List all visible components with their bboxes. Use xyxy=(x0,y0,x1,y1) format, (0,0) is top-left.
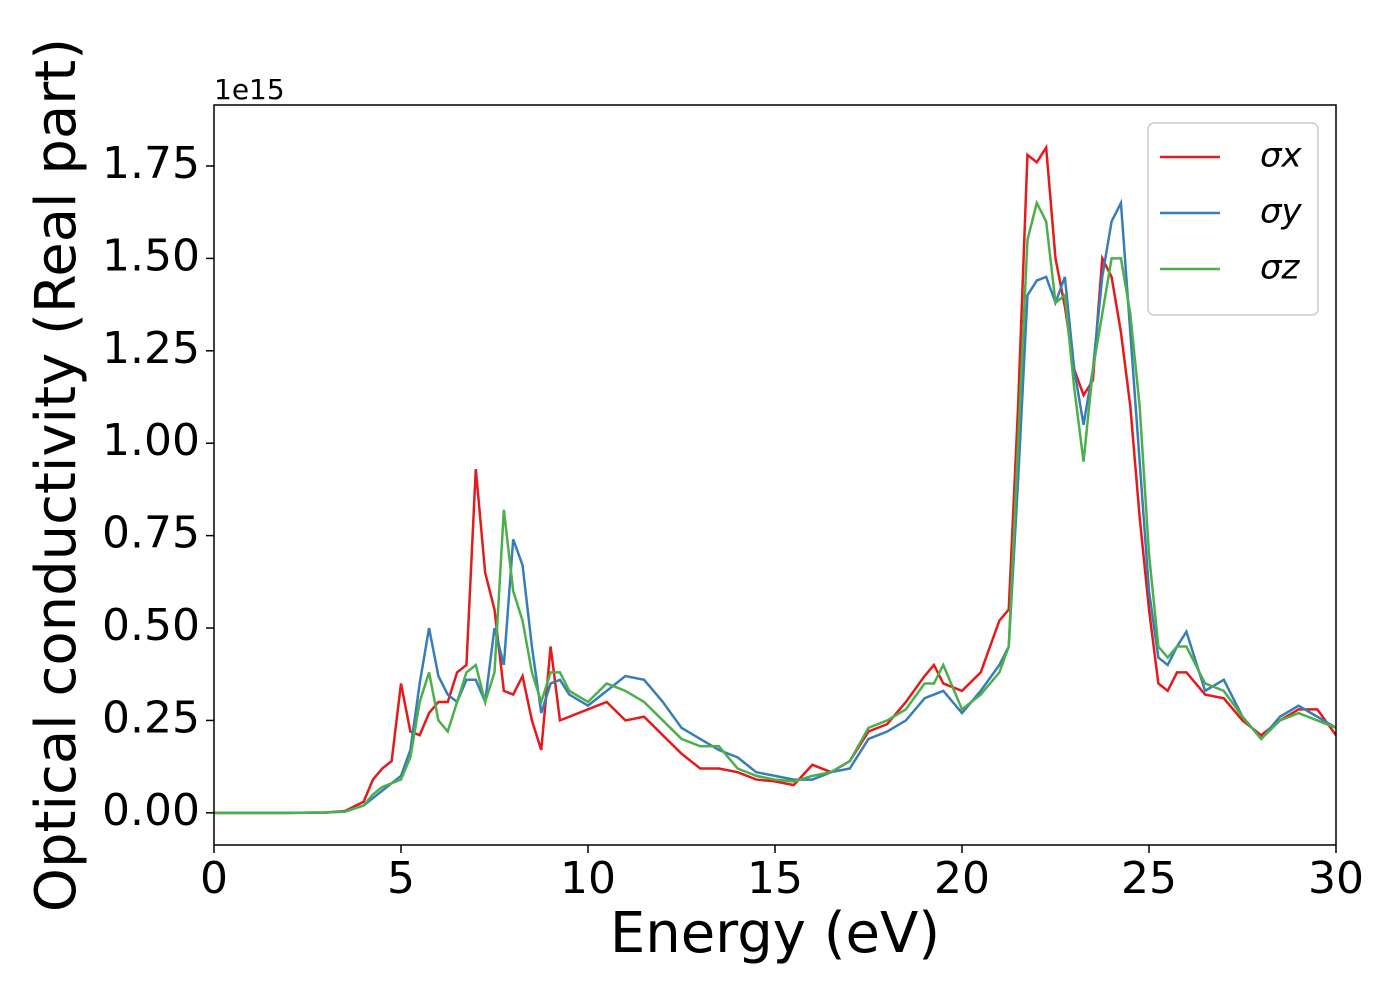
y-tick-label: 0.50 xyxy=(102,600,200,651)
legend-label: σz xyxy=(1260,248,1301,288)
y-tick-label: 1.75 xyxy=(102,138,200,189)
y-tick-label: 1.50 xyxy=(102,230,200,281)
legend-box xyxy=(1147,122,1319,316)
series-line xyxy=(214,143,1336,815)
series-line xyxy=(214,199,1336,815)
y-tick-label: 0.00 xyxy=(102,785,200,836)
x-tick-label: 10 xyxy=(560,853,616,904)
legend-label: σx xyxy=(1260,136,1303,176)
plot-frame xyxy=(213,104,1337,846)
y-tick-label: 0.25 xyxy=(102,692,200,743)
x-tick-label: 25 xyxy=(1121,853,1177,904)
x-tick-label: 15 xyxy=(747,853,803,904)
x-tick-label: 5 xyxy=(387,853,415,904)
y-tick-label: 1.25 xyxy=(102,323,200,374)
x-tick-label: 0 xyxy=(200,853,228,904)
y-tick-label: 1.00 xyxy=(102,415,200,466)
x-tick-label: 30 xyxy=(1308,853,1364,904)
x-tick-label: 20 xyxy=(934,853,990,904)
y-axis-label: Optical conductivity (Real part) xyxy=(24,38,89,912)
x-axis-label: Energy (eV) xyxy=(610,901,940,966)
legend-label: σy xyxy=(1260,192,1303,232)
y-tick-label: 0.75 xyxy=(102,508,200,559)
y-offset-label: 1e15 xyxy=(214,73,285,106)
